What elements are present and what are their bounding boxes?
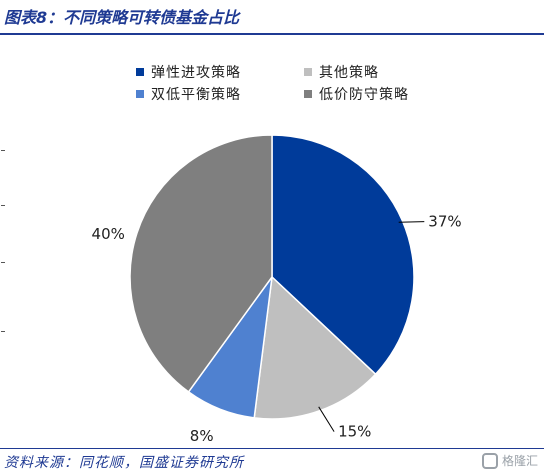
axis-tick	[1, 331, 5, 332]
legend-item: 低价防守策略	[304, 84, 409, 104]
axis-tick	[1, 262, 5, 263]
leader-line-1	[398, 221, 425, 223]
axis-tick	[1, 150, 5, 151]
pie-slice-1	[271, 134, 415, 376]
legend-label: 弹性进攻策略	[151, 65, 241, 81]
legend-swatch	[136, 90, 144, 98]
legend-label: 其他策略	[319, 65, 379, 81]
legend-swatch	[304, 90, 312, 98]
legend-swatch	[304, 68, 312, 76]
legend-label: 双低平衡策略	[151, 87, 241, 103]
watermark: 格隆汇	[481, 452, 538, 469]
legend-label: 低价防守策略	[319, 87, 409, 103]
pie-slice-2	[253, 275, 377, 420]
pie-slice-4	[129, 134, 273, 393]
data-label-1: 37%	[428, 213, 461, 231]
chart-title: 图表8：不同策略可转债基金占比	[4, 8, 240, 27]
data-label-3: 8%	[190, 427, 214, 445]
source-note: 资料来源：同花顺，国盛证券研究所	[4, 455, 244, 471]
legend-item: 弹性进攻策略	[136, 62, 241, 82]
legend-item: 其他策略	[304, 62, 379, 82]
title-divider	[0, 33, 544, 35]
axis-tick	[1, 205, 5, 206]
watermark-text: 格隆汇	[501, 454, 538, 468]
footer-divider	[0, 448, 544, 449]
data-label-4: 40%	[92, 225, 125, 243]
legend-item: 双低平衡策略	[136, 84, 241, 104]
legend-swatch	[136, 68, 144, 76]
leader-line-2	[318, 406, 335, 432]
data-label-2: 15%	[338, 423, 371, 441]
watermark-logo-icon	[481, 452, 498, 469]
